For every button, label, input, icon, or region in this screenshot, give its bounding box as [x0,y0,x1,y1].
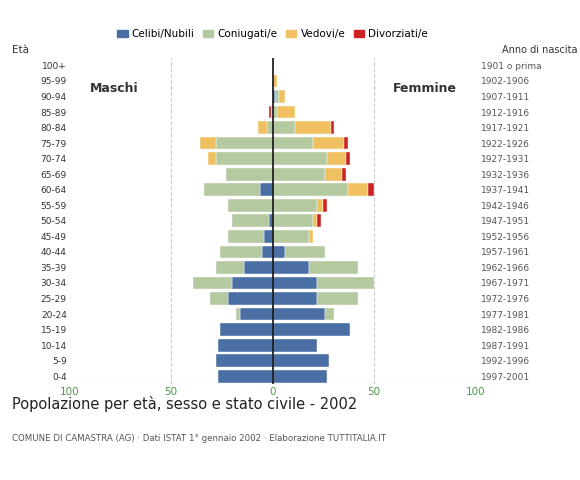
Bar [269,215,273,227]
Bar [309,230,313,243]
Bar [264,230,273,243]
Bar [273,230,309,243]
Bar [216,137,273,149]
Bar [194,276,232,289]
Bar [273,323,350,336]
Bar [285,245,325,258]
Bar [232,276,273,289]
Bar [228,199,273,212]
Bar [273,261,309,274]
Bar [200,137,216,149]
Bar [218,370,273,383]
Bar [259,121,267,134]
Bar [204,183,260,196]
Bar [267,121,273,134]
Legend: Celibi/Nubili, Coniugati/e, Vedovi/e, Divorziati/e: Celibi/Nubili, Coniugati/e, Vedovi/e, Di… [113,25,432,44]
Bar [313,215,317,227]
Bar [309,261,358,274]
Bar [273,308,325,321]
Bar [295,121,332,134]
Text: Anno di nascita: Anno di nascita [502,45,577,55]
Text: Femmine: Femmine [393,82,457,95]
Bar [216,354,273,367]
Bar [275,90,278,103]
Bar [324,199,327,212]
Bar [218,339,273,351]
Bar [236,308,240,321]
Bar [343,137,348,149]
Bar [228,292,273,305]
Bar [273,121,295,134]
Bar [348,183,368,196]
Text: Popolazione per età, sesso e stato civile - 2002: Popolazione per età, sesso e stato civil… [12,396,357,412]
Bar [216,152,273,165]
Text: COMUNE DI CAMASTRA (AG) · Dati ISTAT 1° gennaio 2002 · Elaborazione TUTTITALIA.I: COMUNE DI CAMASTRA (AG) · Dati ISTAT 1° … [12,434,386,444]
Bar [317,292,358,305]
Bar [273,152,327,165]
Bar [273,168,325,180]
Bar [271,106,273,119]
Bar [273,183,348,196]
Bar [325,308,334,321]
Bar [269,106,271,119]
Bar [346,152,350,165]
Bar [273,137,313,149]
Bar [273,199,317,212]
Bar [226,168,273,180]
Bar [216,261,244,274]
Bar [273,276,317,289]
Bar [273,370,327,383]
Bar [273,74,277,87]
Bar [208,152,216,165]
Bar [342,168,346,180]
Bar [232,215,269,227]
Bar [317,199,324,212]
Bar [263,245,273,258]
Bar [220,245,263,258]
Bar [278,90,285,103]
Bar [368,183,374,196]
Bar [220,323,273,336]
Bar [325,168,342,180]
Bar [313,137,343,149]
Bar [273,354,329,367]
Bar [273,215,313,227]
Text: Età: Età [12,45,28,55]
Bar [273,106,277,119]
Text: Maschi: Maschi [90,82,139,95]
Bar [332,121,334,134]
Bar [210,292,228,305]
Bar [317,276,374,289]
Bar [327,152,346,165]
Bar [228,230,264,243]
Bar [240,308,273,321]
Bar [273,339,317,351]
Bar [244,261,273,274]
Bar [260,183,273,196]
Bar [273,90,275,103]
Bar [273,245,285,258]
Bar [273,292,317,305]
Bar [277,106,295,119]
Bar [317,215,321,227]
